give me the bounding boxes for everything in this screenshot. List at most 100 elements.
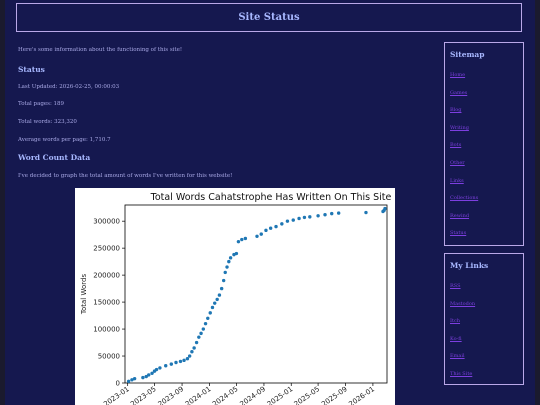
page-title: Site Status	[238, 12, 300, 23]
plot-frame	[124, 204, 388, 384]
data-point	[144, 374, 148, 379]
sitemap-link-other[interactable]: Other	[450, 160, 465, 166]
x-tick-label: 2025-01	[266, 385, 295, 405]
status-heading: Status	[18, 65, 45, 74]
sitemap-link-bots[interactable]: Bots	[450, 142, 462, 149]
x-tick-label: 2025-09	[320, 385, 349, 405]
y-tick-label: 100000	[93, 326, 120, 334]
wordcount-text: I've decided to graph the total amount o…	[18, 173, 233, 179]
x-tick-label: 2025-05	[293, 385, 322, 405]
data-point	[225, 265, 229, 269]
last-updated-text: Last Updated: 2026-02-25, 00:00:03	[18, 84, 120, 90]
data-point	[206, 316, 210, 320]
data-point	[174, 360, 178, 365]
data-point	[227, 259, 231, 264]
avg-words-text: Average words per page: 1,710.7	[18, 137, 111, 143]
sitemap-link-writing[interactable]: Writing	[450, 124, 469, 131]
sitemap-link-games[interactable]: Games	[450, 89, 468, 96]
my-links-link-mastodon[interactable]: Mastodon	[450, 300, 476, 307]
data-point	[228, 256, 233, 260]
data-point	[210, 305, 215, 310]
sitemap-title: Sitemap	[450, 50, 485, 59]
data-point	[190, 350, 194, 354]
data-point	[268, 226, 273, 230]
data-point	[169, 362, 174, 366]
data-point	[182, 358, 186, 363]
data-point	[316, 214, 320, 218]
sitemap-link-blog[interactable]: Blog	[450, 107, 462, 114]
data-point	[364, 210, 368, 215]
data-point	[236, 239, 241, 244]
data-point	[192, 346, 196, 350]
data-point	[280, 222, 284, 226]
data-point	[158, 366, 162, 370]
y-axis-label: Total Words	[80, 274, 88, 316]
x-tick-label: 2023-01	[102, 385, 131, 405]
data-point	[285, 219, 290, 223]
sitemap-link-links[interactable]: Links	[450, 177, 464, 184]
data-point	[219, 286, 224, 291]
x-tick-label: 2024-01	[184, 385, 213, 405]
data-point	[213, 301, 217, 305]
y-tick-label: 200000	[93, 272, 120, 280]
data-point	[234, 251, 239, 256]
my-links-link-rss[interactable]: RSS	[450, 283, 461, 289]
data-point	[185, 357, 190, 361]
data-point	[132, 376, 137, 381]
my-links-link-ko-fi[interactable]: Ko-fi	[450, 335, 462, 342]
data-point	[208, 311, 212, 315]
data-point	[264, 228, 268, 233]
y-tick-label: 0	[116, 380, 120, 388]
y-tick-label: 250000	[93, 245, 120, 253]
data-point	[223, 270, 227, 275]
my-links-title: My Links	[450, 261, 489, 270]
sitemap-box: Sitemap Home Games Blog Writing Bots Other Lin…	[444, 42, 524, 246]
data-point	[154, 367, 159, 372]
x-tick-label: 2023-05	[129, 385, 158, 405]
my-links-link-itch[interactable]: Itch	[450, 318, 461, 325]
sitemap-link-home[interactable]: Home	[450, 72, 466, 78]
data-point	[308, 215, 312, 219]
data-point	[199, 331, 203, 336]
data-point	[150, 371, 154, 375]
data-point	[243, 236, 248, 241]
x-tick-label: 2024-05	[211, 385, 240, 405]
data-point	[259, 232, 263, 236]
data-point	[141, 375, 145, 380]
data-point	[178, 359, 183, 364]
data-point	[194, 340, 199, 345]
wordcount-heading: Word Count Data	[18, 153, 91, 162]
x-tick-label: 2026-01	[348, 385, 377, 405]
data-point	[240, 237, 244, 242]
x-tick-label: 2023-09	[157, 385, 186, 405]
site-header: Site Status	[16, 3, 522, 32]
chart-title: Total Words Cahatstrophe Has Written On …	[150, 192, 392, 203]
data-point	[297, 216, 301, 221]
my-links-link-this-site[interactable]: This Site	[450, 371, 473, 377]
data-point	[383, 206, 387, 211]
data-point	[215, 297, 219, 302]
sitemap-link-rewind[interactable]: Rewind	[450, 212, 470, 219]
data-point	[274, 224, 278, 229]
data-point	[203, 321, 208, 326]
data-point	[126, 379, 131, 384]
y-tick-label: 150000	[93, 299, 120, 307]
data-point	[302, 215, 307, 220]
sitemap-link-collections[interactable]: Collections	[450, 195, 479, 202]
my-links-box: My Links RSS Mastodon Itch Ko-fi Email This S…	[444, 253, 524, 385]
sitemap-link-status[interactable]: Status	[450, 230, 467, 237]
chart-svg: Total Words Cahatstrophe Has Written On …	[80, 192, 392, 405]
data-point	[217, 293, 222, 297]
my-links-link-email[interactable]: Email	[450, 353, 465, 360]
page: Site Status Here's some information abou…	[5, 0, 535, 405]
data-point	[187, 354, 192, 358]
data-point	[197, 335, 201, 339]
data-point	[164, 364, 168, 368]
data-point	[330, 211, 334, 216]
data-point	[221, 278, 226, 283]
intro-text: Here's some information about the functi…	[18, 47, 183, 53]
word-count-chart: Total Words Cahatstrophe Has Written On …	[75, 188, 395, 405]
y-tick-label: 300000	[93, 218, 120, 226]
data-point	[323, 213, 327, 217]
data-point	[336, 211, 341, 215]
